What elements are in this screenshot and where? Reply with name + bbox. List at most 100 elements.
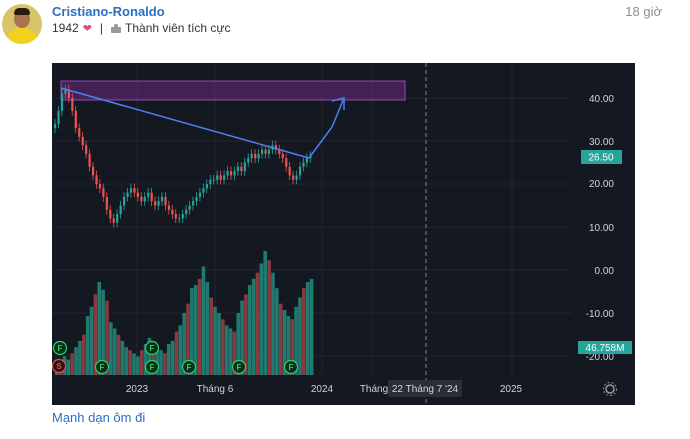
candle [212, 174, 215, 185]
volume-bar [190, 288, 194, 375]
member-badge-icon [111, 23, 122, 33]
volume-bar [193, 285, 198, 375]
split-flag[interactable]: S [52, 358, 67, 374]
y-tick-label: 0.00 [595, 266, 615, 277]
volume-bar [213, 306, 217, 375]
volume-bar [70, 353, 75, 375]
svg-text:F: F [187, 363, 192, 372]
volume-bar [124, 347, 129, 375]
earnings-flag[interactable]: F [144, 359, 160, 375]
svg-text:F: F [150, 363, 155, 372]
volume-bar [136, 356, 140, 375]
candle [81, 131, 84, 151]
candle [209, 174, 212, 189]
candle [116, 209, 119, 228]
username-link[interactable]: Cristiano-Ronaldo [52, 4, 165, 19]
y-tick-label: -20.00 [586, 352, 615, 363]
candle [216, 170, 219, 185]
volume-bar [255, 272, 260, 375]
candle [298, 162, 302, 181]
candle [136, 187, 139, 202]
volume-bar [286, 316, 291, 375]
volume-bar [236, 313, 241, 375]
volume-bar [275, 288, 279, 375]
volume-bar [309, 278, 314, 375]
candle [281, 149, 284, 163]
candle [143, 192, 146, 206]
x-tick-label: 2023 [126, 384, 149, 395]
svg-text:F: F [150, 344, 155, 353]
candle [219, 170, 222, 185]
svg-text:F: F [58, 344, 63, 353]
volume-bar [155, 347, 159, 375]
candle [67, 84, 70, 103]
crosshair-date-label: 22 Tháng 7 '24 [392, 384, 459, 395]
candle [126, 187, 129, 202]
volume-bar [120, 340, 125, 375]
volume-bar [101, 289, 105, 375]
candle [98, 179, 102, 194]
volume-bar [163, 353, 167, 375]
candle [243, 157, 246, 176]
earnings-flag[interactable]: F [52, 340, 68, 356]
candle [264, 144, 267, 159]
avatar[interactable] [2, 4, 42, 44]
volume-bar [248, 285, 252, 375]
candle [198, 187, 202, 202]
candle [250, 149, 253, 163]
volume-bar [178, 325, 183, 375]
earnings-flag[interactable]: F [94, 359, 110, 375]
candle [74, 106, 77, 133]
volume-bar [217, 313, 221, 375]
volume-bar [302, 288, 306, 375]
candle [133, 183, 136, 198]
svg-text:S: S [56, 362, 62, 371]
volume-bar [278, 303, 283, 375]
volume-bar [74, 347, 78, 375]
earnings-flag[interactable]: F [231, 359, 247, 375]
divider: | [99, 21, 104, 35]
earnings-flag[interactable]: F [144, 340, 160, 356]
candle [119, 200, 122, 219]
candle [274, 140, 277, 155]
candle [105, 192, 108, 215]
earnings-flag[interactable]: F [181, 359, 197, 375]
price-tag-box [581, 150, 622, 164]
member-rank: Thành viên tích cực [125, 21, 231, 35]
gear-icon[interactable] [603, 382, 617, 396]
candle [233, 166, 236, 181]
candle [57, 106, 60, 129]
volume-bar [147, 337, 152, 375]
volume-bar [105, 300, 109, 375]
x-tick-label: 2024 [311, 384, 334, 395]
candle [229, 166, 233, 181]
volume-bar [182, 313, 186, 375]
candle [181, 209, 184, 224]
earnings-flag[interactable]: F [283, 359, 299, 375]
x-tick-label: 2025 [500, 384, 523, 395]
candle [240, 162, 243, 176]
likes-count: 1942 [52, 21, 79, 35]
candle [254, 149, 257, 163]
candle [160, 192, 164, 206]
resistance-zone [60, 80, 406, 101]
candle [223, 170, 226, 185]
volume-bar [271, 272, 275, 375]
svg-text:F: F [237, 363, 242, 372]
candle [205, 179, 208, 194]
volume-bar [159, 350, 163, 375]
volume-bar [294, 306, 298, 375]
post-time: 18 giờ [625, 4, 662, 19]
volume-bar [166, 344, 171, 375]
volume-bar [151, 340, 156, 375]
y-tick-label: 40.00 [589, 94, 614, 105]
volume-bar [290, 319, 295, 375]
candle [195, 192, 198, 206]
candle [109, 205, 112, 224]
volume-bar [224, 325, 229, 375]
heart-icon: ❤ [82, 22, 92, 35]
volume-bar [116, 334, 121, 375]
y-tick-label: 10.00 [589, 223, 614, 234]
candle [305, 153, 309, 168]
